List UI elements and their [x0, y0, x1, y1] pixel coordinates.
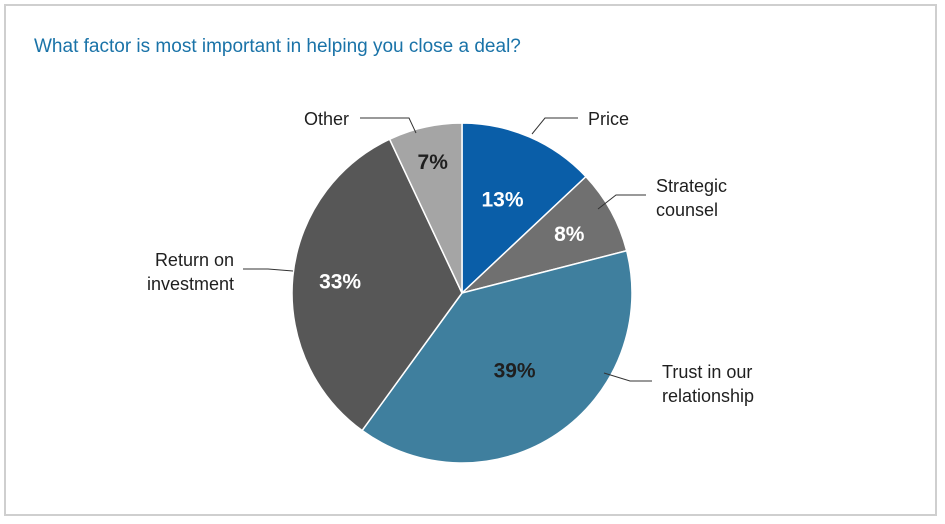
leader-line-trust-in-our-relationship: [603, 372, 652, 382]
leader-line-other: [360, 117, 417, 134]
pie-slice-price: [461, 122, 587, 295]
pie-slice-other: [388, 122, 463, 294]
data-label-strategic-counsel: 8%: [554, 223, 585, 246]
leader-line-price: [531, 117, 578, 135]
category-label-return-on-investment: Return on investment: [147, 250, 234, 294]
data-label-return-on-investment: 33%: [319, 271, 361, 294]
category-label-other: Other: [304, 109, 349, 129]
chart-title: What factor is most important in helping…: [34, 36, 521, 57]
pie-slice-return-on-investment: [291, 138, 463, 432]
data-label-trust-in-our-relationship: 39%: [494, 359, 536, 382]
pie-slice-trust-in-our-relationship: [361, 249, 633, 464]
leader-line-strategic-counsel: [597, 194, 646, 210]
leader-line-return-on-investment: [243, 268, 294, 272]
data-label-other: 7%: [418, 151, 449, 174]
category-label-strategic-counsel: Strategic counsel: [656, 176, 727, 220]
category-label-price: Price: [588, 109, 629, 129]
category-label-trust-in-our-relationship: Trust in our relationship: [662, 362, 754, 406]
data-label-price: 13%: [481, 188, 523, 211]
